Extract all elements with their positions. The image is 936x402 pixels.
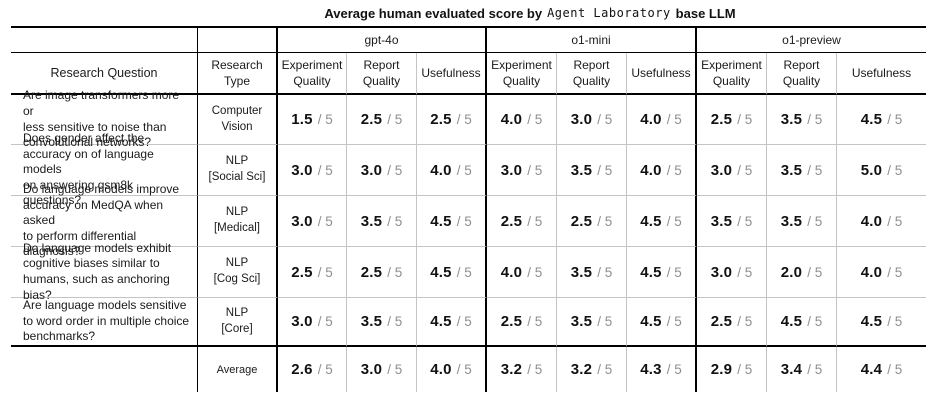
- average-score-cell: 3.2/ 5: [557, 347, 627, 392]
- average-score-cell: 3.2/ 5: [487, 347, 557, 392]
- metric-header-report-quality: Report Quality: [347, 53, 417, 95]
- score-cell: 3.5/ 5: [767, 145, 837, 196]
- score-cell: 3.5/ 5: [767, 95, 837, 145]
- average-score-cell: 2.6/ 5: [278, 347, 347, 392]
- model-name: o1-preview: [782, 33, 841, 47]
- research-type-cell: NLP [Core]: [198, 298, 278, 347]
- score-cell: 2.5/ 5: [417, 95, 487, 145]
- title-suffix: base LLM: [675, 5, 736, 21]
- evaluation-table: gpt-4o o1-mini o1-preview Research Quest…: [11, 26, 926, 392]
- research-type-header: Research Type: [198, 53, 278, 95]
- average-score-cell: 2.9/ 5: [697, 347, 767, 392]
- score-cell: 2.5/ 5: [347, 247, 417, 298]
- score-cell: 3.5/ 5: [557, 247, 627, 298]
- score-cell: 3.5/ 5: [767, 196, 837, 247]
- score-cell: 4.5/ 5: [417, 196, 487, 247]
- score-cell: 4.0/ 5: [417, 145, 487, 196]
- research-type-cell: NLP [Cog Sci]: [198, 247, 278, 298]
- agent-laboratory-name: Agent Laboratory: [547, 6, 671, 20]
- metric-header-report-quality: Report Quality: [767, 53, 837, 95]
- research-question-cell: Are image transformers more or less sens…: [11, 88, 198, 149]
- score-cell: 4.5/ 5: [767, 298, 837, 347]
- average-score-cell: 4.4/ 5: [860, 361, 903, 378]
- metric-header-experiment-quality: Experiment Quality: [697, 53, 767, 95]
- average-score-cell: 4.3/ 5: [627, 347, 697, 392]
- metric-header-experiment-quality: Experiment Quality: [278, 53, 347, 95]
- table-title: Average human evaluated score by Agent L…: [0, 0, 936, 26]
- score-cell: 4.5/ 5: [627, 298, 697, 347]
- model-header-o1-mini: o1-mini: [487, 26, 697, 53]
- research-question-cell: Are language models sensitive to word or…: [11, 298, 198, 347]
- score-cell: 3.0/ 5: [278, 298, 347, 347]
- score-cell: 4.5/ 5: [627, 196, 697, 247]
- model-header-o1-preview: o1-preview: [697, 26, 926, 53]
- score-cell: 1.5/ 5: [278, 95, 347, 145]
- score-cell: 4.0/ 5: [837, 196, 926, 247]
- research-question-cell: Do language models exhibit cognitive bia…: [11, 241, 198, 302]
- corner-empty-cell: [198, 26, 278, 53]
- score-cell: 4.0/ 5: [487, 95, 557, 145]
- average-score-cell: 3.0/ 5: [347, 347, 417, 392]
- metric-header-usefulness: Usefulness: [417, 53, 487, 95]
- title-prefix: Average human evaluated score by: [324, 5, 543, 21]
- score-cell: 2.0/ 5: [767, 247, 837, 298]
- score-cell: 4.0/ 5: [837, 247, 926, 298]
- score-cell: 4.0/ 5: [627, 95, 697, 145]
- score-cell: 4.5/ 5: [837, 298, 926, 347]
- score-cell: 4.5/ 5: [417, 298, 487, 347]
- score-cell: 2.5/ 5: [347, 95, 417, 145]
- model-name: gpt-4o: [364, 33, 399, 47]
- metric-header-experiment-quality: Experiment Quality: [487, 53, 557, 95]
- score-cell: 3.5/ 5: [557, 298, 627, 347]
- score-cell: 2.5/ 5: [487, 196, 557, 247]
- corner-empty-cell: [11, 26, 198, 53]
- score-cell: 2.5/ 5: [557, 196, 627, 247]
- research-type-cell: NLP [Medical]: [198, 196, 278, 247]
- score-cell: 4.0/ 5: [487, 247, 557, 298]
- score-cell: 2.5/ 5: [697, 298, 767, 347]
- metric-header-usefulness: Usefulness: [837, 53, 926, 95]
- score-cell: 4.0/ 5: [627, 145, 697, 196]
- model-header-gpt-4o: gpt-4o: [278, 26, 487, 53]
- average-score-cell: 3.4/ 5: [767, 347, 837, 392]
- score-cell: 2.5/ 5: [697, 95, 767, 145]
- research-question-cell: Does gender affect the accuracy on of la…: [11, 131, 198, 207]
- score-cell: 3.0/ 5: [278, 145, 347, 196]
- research-type-cell: NLP [Social Sci]: [198, 145, 278, 196]
- average-empty-cell: [11, 347, 198, 392]
- model-name: o1-mini: [571, 33, 611, 47]
- metric-header-report-quality: Report Quality: [557, 53, 627, 95]
- score-cell: 3.5/ 5: [697, 196, 767, 247]
- metric-header-usefulness: Usefulness: [627, 53, 697, 95]
- score-cell: 3.0/ 5: [487, 145, 557, 196]
- score-cell: 4.5/ 5: [837, 95, 926, 145]
- score-cell: 3.0/ 5: [697, 145, 767, 196]
- score-cell: 3.0/ 5: [557, 95, 627, 145]
- score-cell: 4.5/ 5: [627, 247, 697, 298]
- score-cell: 3.0/ 5: [697, 247, 767, 298]
- average-label-cell: Average: [198, 347, 278, 392]
- average-score-cell: 4.0/ 5: [417, 347, 487, 392]
- score-cell: 2.5/ 5: [278, 247, 347, 298]
- score-cell: 4.5/ 5: [417, 247, 487, 298]
- score-cell: 2.5/ 5: [487, 298, 557, 347]
- score-cell: 5.0/ 5: [837, 145, 926, 196]
- score-cell: 3.5/ 5: [557, 145, 627, 196]
- research-type-cell: Computer Vision: [198, 95, 278, 145]
- score-cell: 3.0/ 5: [278, 196, 347, 247]
- score-cell: 3.0/ 5: [347, 145, 417, 196]
- score-cell: 3.5/ 5: [347, 196, 417, 247]
- score-cell: 3.5/ 5: [347, 298, 417, 347]
- research-question-cell: Do language models improve accuracy on M…: [11, 182, 198, 258]
- research-question-header: Research Question: [11, 53, 198, 95]
